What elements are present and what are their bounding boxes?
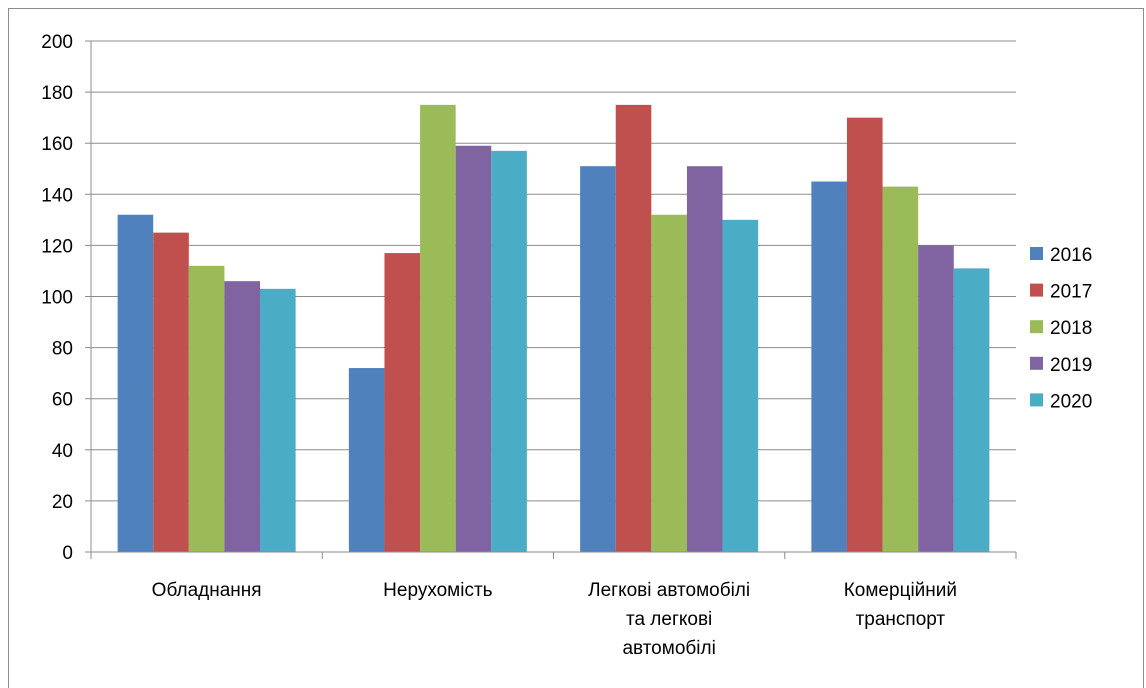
x-category-label-line: Обладнання <box>152 580 262 601</box>
legend-label: 2016 <box>1050 245 1092 266</box>
legend-swatch <box>1030 393 1043 407</box>
bar-2017 <box>153 232 189 552</box>
legend-swatch <box>1030 283 1043 297</box>
x-category-labels: Обладнання Нерухомість Легкові автомобілі т… <box>152 580 957 659</box>
y-tick-label: 80 <box>52 339 73 360</box>
bar-2017 <box>384 253 421 552</box>
x-category-label: Легкові автомобілі та легкові автомобілі <box>588 580 750 659</box>
legend-swatch <box>1030 320 1043 334</box>
y-tick-label: 60 <box>52 390 73 411</box>
y-tick-label: 120 <box>41 236 73 257</box>
y-tick-label: 200 <box>41 32 73 53</box>
bar-2017 <box>615 104 652 552</box>
bar-2020 <box>953 268 990 552</box>
bar-2016 <box>811 181 847 552</box>
legend-swatch <box>1030 247 1043 260</box>
x-category-label-line: та легкові <box>626 609 712 630</box>
y-tick-label: 0 <box>62 543 73 564</box>
bar-2019 <box>455 145 492 552</box>
legend-label: 2018 <box>1050 318 1092 339</box>
x-category-label: Нерухомість <box>383 580 492 601</box>
x-category-label-line: транспорт <box>856 609 946 630</box>
y-tick-label: 180 <box>41 83 73 104</box>
legend-label: 2020 <box>1050 391 1092 412</box>
bars <box>117 104 990 553</box>
legend: 2016 2017 2018 2019 2020 <box>1030 245 1092 412</box>
bar-2019 <box>686 166 723 552</box>
x-category-label: Комерційний транспорт <box>844 580 957 630</box>
legend-label: 2019 <box>1050 355 1092 376</box>
bar-2020 <box>491 150 527 553</box>
y-tick-label: 20 <box>52 492 73 513</box>
bar-2019 <box>224 281 261 552</box>
bar-2017 <box>846 117 883 553</box>
bar-2018 <box>420 104 456 552</box>
x-category-label-line: Комерційний <box>844 580 957 601</box>
legend-swatch <box>1030 356 1043 370</box>
bar-2020 <box>722 219 759 552</box>
y-tick-label: 140 <box>41 185 73 206</box>
bar-2020 <box>260 288 296 552</box>
bar-2019 <box>918 245 954 552</box>
legend-label: 2017 <box>1050 282 1092 303</box>
bar-2018 <box>188 265 225 552</box>
x-category-label-line: Легкові автомобілі <box>588 580 750 601</box>
y-tick-labels: 0 20 40 60 80 100 120 140 160 180 200 <box>41 32 73 564</box>
chart-frame <box>8 8 1144 688</box>
x-category-label: Обладнання <box>152 580 262 601</box>
axes <box>85 40 1017 559</box>
y-tick-label: 40 <box>52 441 73 462</box>
y-tick-label: 100 <box>41 288 73 309</box>
y-tick-label: 160 <box>41 134 73 155</box>
bar-2018 <box>882 186 919 552</box>
bar-2018 <box>651 214 687 553</box>
x-category-label-line: Нерухомість <box>383 580 492 601</box>
bar-2016 <box>117 214 154 553</box>
bar-2016 <box>580 166 616 552</box>
x-category-label-line: автомобілі <box>622 638 715 659</box>
bar-2016 <box>348 368 385 552</box>
